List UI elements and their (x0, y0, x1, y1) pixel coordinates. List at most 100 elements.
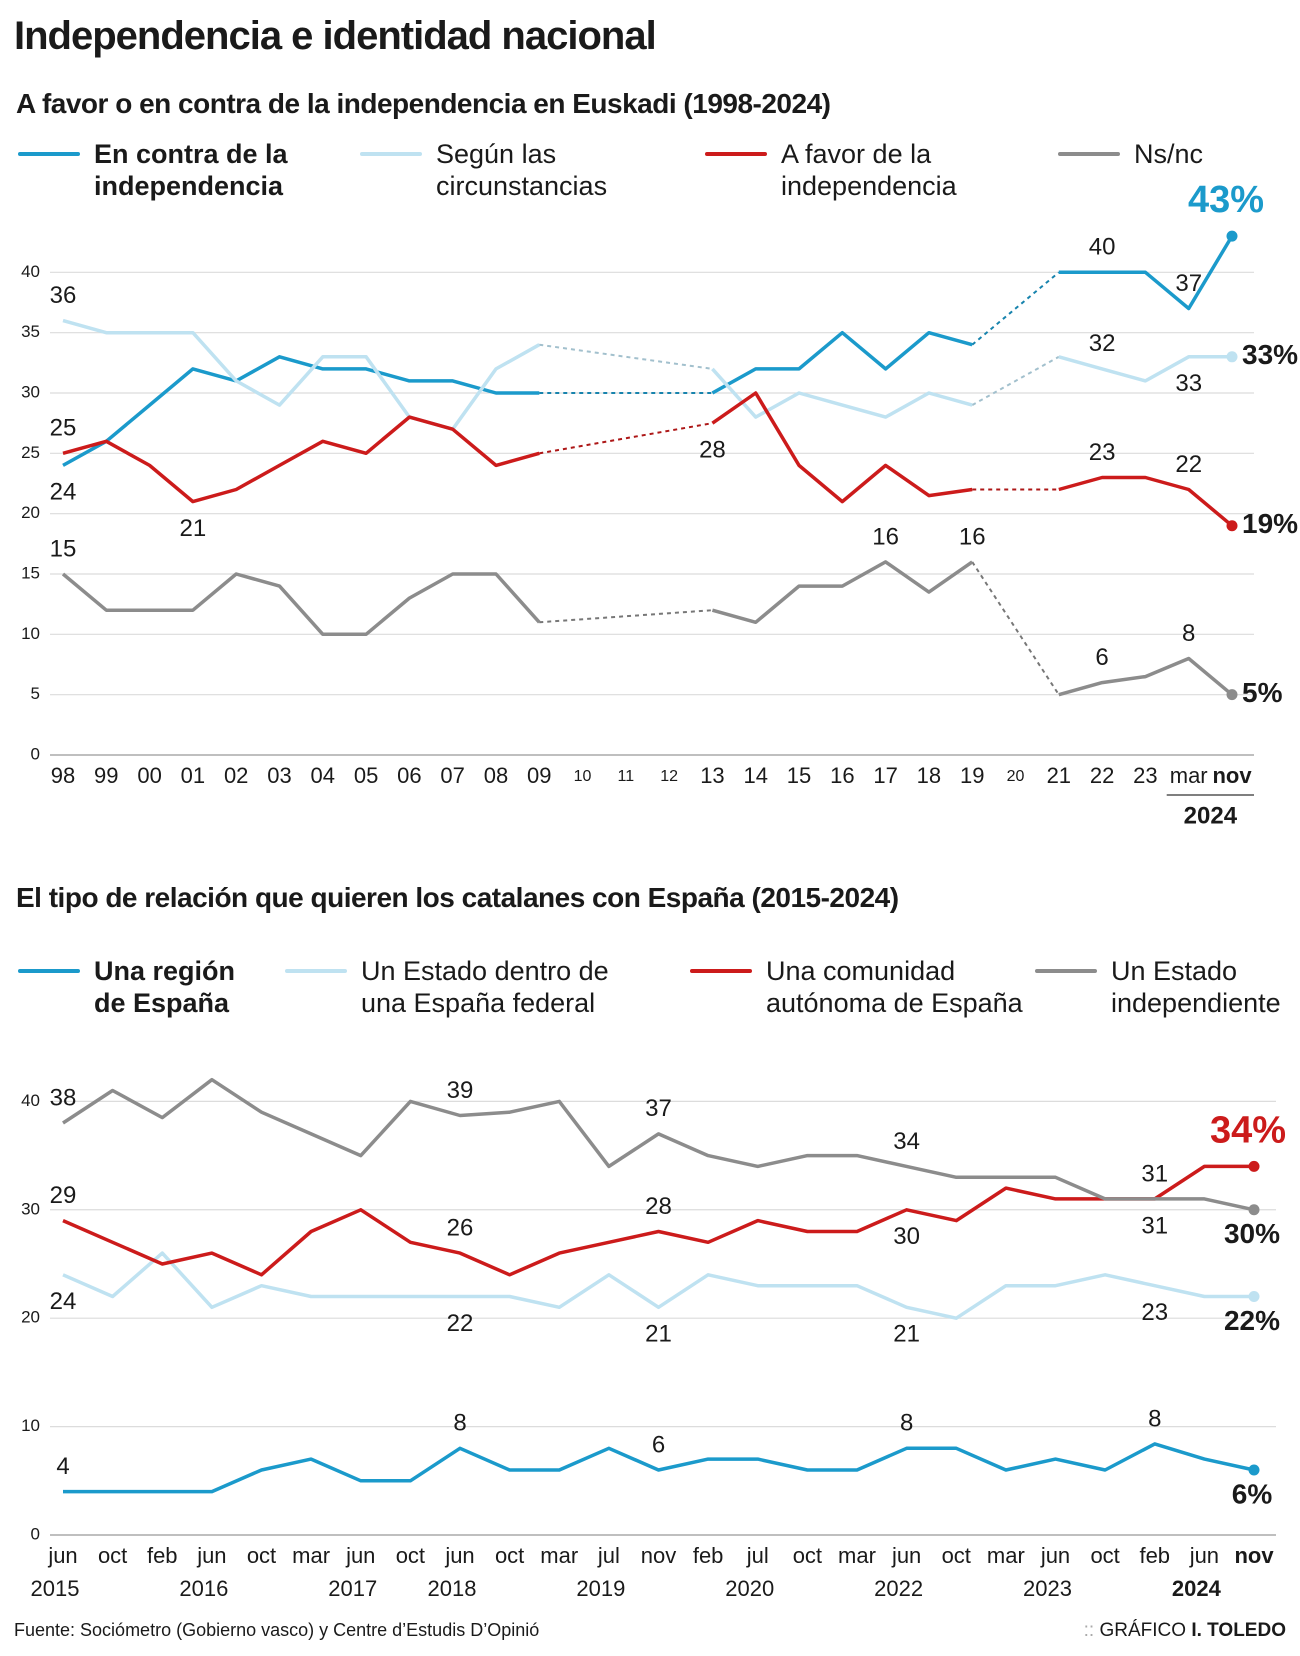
series-line (1058, 355, 1232, 383)
value-label: 16 (959, 523, 986, 550)
year-label: 2017 (328, 1576, 377, 1601)
x-tick-label: oct (98, 1543, 127, 1568)
x-tick-label: jun (1189, 1543, 1219, 1568)
x-tick-label: 16 (830, 763, 854, 788)
value-label: 22 (447, 1310, 474, 1337)
value-label: 30 (893, 1223, 920, 1250)
value-label: 32 (1089, 330, 1116, 357)
series-line (61, 572, 541, 637)
x-tick-label: 03 (267, 763, 291, 788)
year-label: 2016 (179, 1576, 228, 1601)
value-label: 24 (50, 479, 77, 506)
x-tick-label: 02 (224, 763, 248, 788)
x-tick-label: 00 (137, 763, 161, 788)
chart-title: El tipo de relación que quieren los cata… (16, 882, 899, 913)
x-tick-label: nov (641, 1543, 676, 1568)
x-tick-label: 01 (181, 763, 205, 788)
x-tick-label: feb (693, 1543, 724, 1568)
x-tick-label: jun (196, 1543, 226, 1568)
x-tick-label: oct (247, 1543, 276, 1568)
x-tick-label: mar (540, 1543, 578, 1568)
value-label: 25 (50, 415, 77, 442)
legend-swatch (285, 969, 347, 973)
x-tick-label: mar (987, 1543, 1025, 1568)
series-line (711, 560, 974, 625)
year-label: 2022 (874, 1576, 923, 1601)
y-tick-label: 20 (21, 1308, 40, 1327)
value-label: 8 (1182, 620, 1195, 647)
y-tick-label: 15 (21, 563, 40, 582)
value-label: 37 (645, 1095, 672, 1122)
value-label: 21 (893, 1321, 920, 1348)
gap-connector (539, 422, 713, 455)
year-label: 2024 (1184, 802, 1238, 829)
y-tick-label: 25 (21, 443, 40, 462)
x-tick-label: jul (597, 1543, 620, 1568)
credit: :: GRÁFICO I. TOLEDO (1083, 1620, 1286, 1641)
x-tick-label: 10 (574, 768, 592, 785)
legend-item: Ns/nc (1058, 138, 1300, 170)
year-label: 2019 (576, 1576, 625, 1601)
series-line (63, 1442, 1255, 1494)
end-label: 33% (1242, 339, 1298, 370)
x-tick-label: 11 (618, 768, 635, 785)
x-tick-label: mar (292, 1543, 330, 1568)
x-tick-label: 13 (700, 763, 724, 788)
x-tick-label: nov (1212, 763, 1252, 788)
value-label: 6 (652, 1431, 665, 1458)
year-label: 2020 (725, 1576, 774, 1601)
value-label: 22 (1175, 451, 1202, 478)
end-label: 5% (1242, 677, 1283, 708)
value-label: 6 (1095, 644, 1108, 671)
value-label: 40 (1089, 234, 1116, 261)
x-tick-label: 22 (1090, 763, 1114, 788)
end-label: 19% (1242, 508, 1298, 539)
gap-connector (971, 355, 1060, 406)
x-tick-label: jul (746, 1543, 769, 1568)
value-label: 21 (180, 515, 207, 542)
x-tick-label: jun (345, 1543, 375, 1568)
legend-label: Una comunidad autónoma de España (766, 956, 1023, 1018)
credit-author: I. TOLEDO (1191, 1620, 1286, 1641)
value-label: 37 (1175, 270, 1202, 297)
series-line (62, 355, 540, 467)
x-tick-label: 23 (1133, 763, 1157, 788)
series-line (62, 1251, 1254, 1320)
y-tick-label: 40 (21, 262, 40, 281)
x-tick-label: mar (1170, 763, 1208, 788)
x-tick-label: 17 (873, 763, 897, 788)
source: Fuente: Sociómetro (Gobierno vasco) y Ce… (14, 1620, 540, 1640)
legend-swatch (1058, 152, 1120, 156)
value-label: 8 (900, 1410, 913, 1437)
legend-swatch (705, 152, 767, 156)
x-tick-label: 12 (660, 768, 678, 785)
credit-prefix: GRÁFICO (1099, 1620, 1187, 1641)
value-label: 8 (1148, 1405, 1161, 1432)
legend-label: Según las circunstancias (436, 139, 608, 201)
year-label: 2015 (31, 1576, 80, 1601)
y-tick-label: 0 (31, 744, 40, 763)
y-tick-label: 10 (21, 1416, 40, 1435)
x-tick-label: 21 (1047, 763, 1071, 788)
series-line (711, 367, 973, 419)
x-tick-label: 19 (960, 763, 984, 788)
y-tick-label: 30 (21, 1199, 40, 1218)
legend-item: Un Estado independiente (1035, 955, 1300, 1019)
y-tick-label: 5 (31, 684, 40, 703)
end-point (1226, 351, 1238, 363)
end-point (1248, 1204, 1260, 1216)
x-tick-label: feb (1139, 1543, 1170, 1568)
legend-item: En contra de la independencia (18, 138, 304, 202)
x-tick-label: 15 (787, 763, 811, 788)
x-tick-label: 07 (440, 763, 464, 788)
x-tick-label: nov (1234, 1543, 1274, 1568)
year-label: 2018 (428, 1576, 477, 1601)
legend-label: En contra de la independencia (94, 139, 288, 201)
legend-swatch (1035, 969, 1097, 973)
value-label: 33 (1175, 370, 1202, 397)
end-label: 30% (1224, 1218, 1280, 1249)
end-point (1248, 1160, 1260, 1172)
series-line (62, 415, 540, 504)
legend-item: Según las circunstancias (360, 138, 646, 202)
legend-swatch (18, 969, 80, 973)
